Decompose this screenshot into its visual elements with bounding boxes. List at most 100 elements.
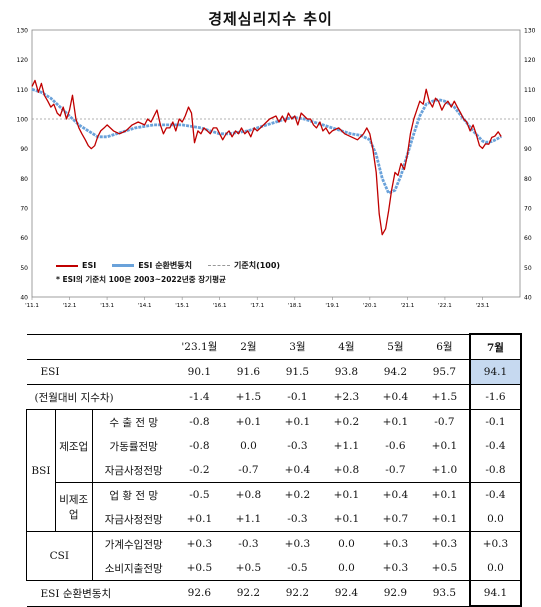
cell: -0.8	[189, 440, 210, 452]
x-tick-label: '13.1	[100, 303, 114, 309]
y-tick-label-right: 90	[524, 146, 532, 153]
esi-line-chart: 40 40 50 50 60 60 70 70 80 80 90 90 100 100 110 110 120 1…	[17, 28, 536, 310]
cell: -1.4	[189, 391, 210, 403]
cell: -0.7	[238, 464, 259, 476]
cell: 0.0	[240, 440, 257, 452]
esi-table: '23.1월 2월 3월 4월 5월 6월 7월 ESI 90.1 91.6 91…	[26, 333, 523, 607]
legend-esi-label: ESI	[82, 261, 97, 270]
group-label-csi: CSI	[26, 531, 93, 581]
cell: -0.3	[238, 538, 259, 550]
x-tick-label: '23.1	[476, 303, 490, 309]
cell-current: -0.4	[468, 434, 523, 458]
x-tick-label: '21.1	[401, 303, 415, 309]
x-tick-label: '16.1	[213, 303, 227, 309]
y-tick-label-right: 130	[524, 28, 536, 35]
cell: +0.3	[284, 538, 311, 550]
cell: 92.2	[236, 587, 261, 600]
y-tick-label-right: 40	[524, 295, 532, 302]
cell: -0.5	[189, 489, 210, 501]
col-header: 5월	[387, 341, 404, 354]
y-tick-label-right: 50	[524, 265, 532, 272]
cell: 0.0	[338, 562, 355, 574]
group-label-mfg: 제조업	[59, 440, 89, 453]
row-label-cycle: ESI 순환변동치	[40, 587, 112, 600]
cell: +0.3	[431, 538, 458, 550]
cell: +0.1	[431, 489, 458, 501]
y-tick-label-right: 80	[524, 176, 532, 183]
cell: -0.3	[287, 513, 308, 525]
cell-current: -0.1	[468, 409, 523, 434]
y-tick-label-right: 110	[524, 87, 536, 94]
cell: +0.2	[333, 416, 360, 428]
x-tick-label: '19.1	[325, 303, 339, 309]
chart-legend: ESI ESI 순환변동치 기준치(100) * ESI의 기준치 100은 2…	[56, 260, 290, 285]
cell: 91.5	[285, 366, 310, 378]
legend-base: 기준치(100)	[208, 260, 280, 271]
row-label-change: (전월대비 지수차)	[34, 391, 114, 404]
cell: +0.5	[431, 562, 458, 574]
legend-base-label: 기준치(100)	[234, 261, 281, 270]
col-header: 2월	[240, 341, 257, 354]
x-tick-label: '17.1	[250, 303, 264, 309]
cell: +0.1	[235, 416, 262, 428]
cell: +1.0	[431, 464, 458, 476]
legend-cycle-swatch	[112, 264, 135, 267]
cell-current: +0.3	[468, 531, 523, 556]
x-tick-label: '22.1	[438, 303, 452, 309]
cell: +0.3	[186, 538, 213, 550]
cell: 0.0	[338, 538, 355, 550]
cell: +0.1	[431, 513, 458, 525]
cell-current: -0.8	[468, 458, 523, 483]
cell: 92.6	[187, 587, 212, 600]
cell-current: 94.1	[468, 359, 523, 385]
cell: 93.8	[334, 366, 359, 378]
y-tick-label-left: 70	[20, 206, 28, 213]
row-label: 소비지출전망	[91, 556, 175, 581]
chart-title: 경제심리지수 추이	[208, 10, 333, 28]
series-line-esi	[31, 79, 502, 236]
cell: +0.8	[235, 489, 262, 501]
row-label: 업 황 전 망	[91, 482, 175, 507]
cell: 94.2	[383, 366, 408, 378]
y-tick-label-left: 50	[20, 265, 28, 272]
cell: +0.3	[382, 538, 409, 550]
cell: -0.6	[385, 440, 406, 452]
legend-base-swatch	[208, 265, 230, 266]
y-tick-label-left: 90	[20, 146, 28, 153]
cell: +0.3	[382, 562, 409, 574]
cell: +0.1	[186, 513, 213, 525]
cell: +0.1	[284, 416, 311, 428]
cell: -0.5	[287, 562, 308, 574]
cell: -0.8	[189, 416, 210, 428]
series-line-esi-cycle	[31, 87, 502, 195]
x-tick-label: '15.1	[175, 303, 189, 309]
y-tick-label-left: 100	[17, 117, 29, 124]
cell: +0.8	[333, 464, 360, 476]
y-tick-label-right: 120	[524, 57, 536, 64]
col-header: 6월	[436, 341, 453, 354]
cell: +0.1	[333, 489, 360, 501]
cell: +1.5	[235, 391, 262, 403]
cell: 92.9	[383, 587, 408, 600]
cell: 95.7	[432, 366, 457, 378]
col-header-current: 7월	[468, 333, 523, 360]
y-tick-label-left: 110	[17, 87, 29, 94]
group-label-nonmfg: 비제조업	[59, 494, 89, 521]
cell: +1.1	[333, 440, 360, 452]
y-tick-label-left: 120	[17, 57, 29, 64]
y-tick-label-right: 70	[524, 206, 532, 213]
chart-note: * ESI의 기준치 100은 2003~2022년중 장기평균	[56, 275, 226, 284]
legend-esi: ESI	[56, 261, 96, 270]
cell: +0.1	[333, 513, 360, 525]
cell: +2.3	[333, 391, 360, 403]
cell-current: -0.4	[468, 482, 523, 507]
x-tick-label: '11.1	[25, 303, 39, 309]
cell: +0.7	[382, 513, 409, 525]
y-tick-label-left: 60	[20, 235, 28, 242]
col-header: '23.1월	[181, 341, 218, 354]
y-tick-label-right: 60	[524, 235, 532, 242]
plot-frame	[31, 29, 521, 298]
y-tick-label-left: 80	[20, 176, 28, 183]
cell: -0.3	[287, 440, 308, 452]
row-label: 가계수입전망	[91, 531, 175, 556]
